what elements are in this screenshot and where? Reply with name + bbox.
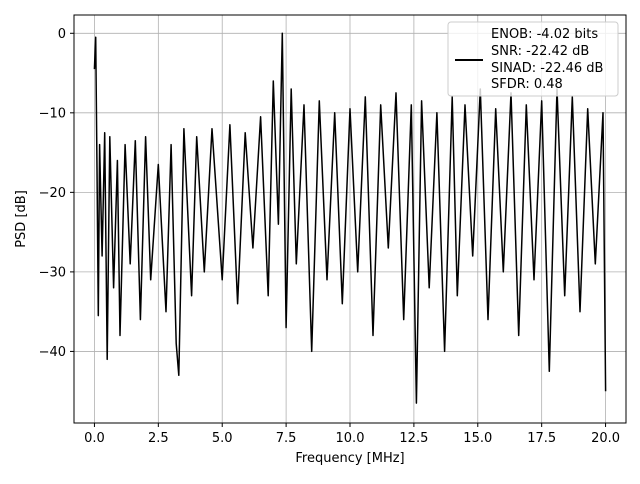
y-tick-label: −30 <box>39 265 66 280</box>
legend-snr: SNR: -22.42 dB <box>491 44 589 59</box>
legend-box <box>447 21 619 97</box>
x-tick-label: 0.0 <box>84 431 105 446</box>
y-axis-label: PSD [dB] <box>14 190 29 248</box>
y-tick-label: −20 <box>39 186 66 201</box>
y-tick-label: −40 <box>39 345 66 360</box>
plot-area <box>93 32 607 404</box>
x-tick-label: 20.0 <box>591 431 620 446</box>
psd-series-line <box>93 32 607 404</box>
y-tick-label: 0 <box>58 27 66 42</box>
legend-sinad: SINAD: -22.46 dB <box>491 61 603 76</box>
legend: ENOB: -4.02 bits SNR: -22.42 dB SINAD: -… <box>447 21 619 97</box>
x-tick-label: 7.5 <box>276 431 297 446</box>
ticks: 0.0 2.5 5.0 7.5 10.0 12.5 15.0 17.5 20.0 0 −10 −20 −… <box>39 27 620 446</box>
y-tick-label: −10 <box>39 106 66 121</box>
x-tick-label: 2.5 <box>148 431 169 446</box>
x-tick-label: 10.0 <box>336 431 365 446</box>
x-axis-label: Frequency [MHz] <box>295 451 404 466</box>
x-tick-label: 15.0 <box>463 431 492 446</box>
x-tick-label: 17.5 <box>527 431 556 446</box>
legend-enob: ENOB: -4.02 bits <box>491 27 598 42</box>
x-tick-label: 12.5 <box>399 431 428 446</box>
x-tick-label: 5.0 <box>212 431 233 446</box>
legend-sfdr: SFDR: 0.48 <box>491 77 563 92</box>
